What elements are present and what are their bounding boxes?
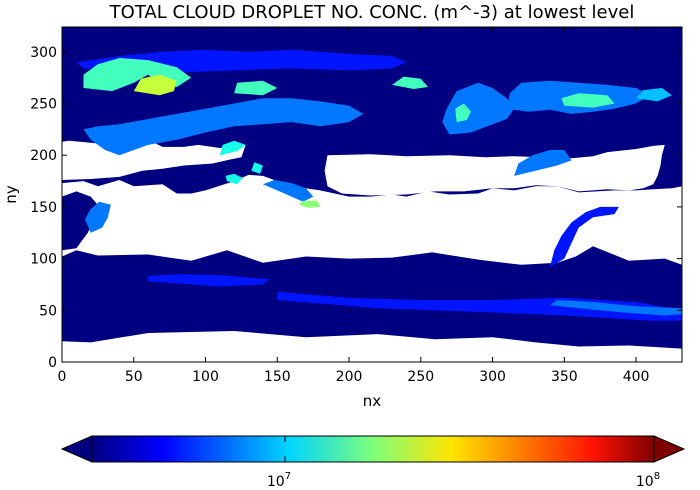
x-tick-label: 400	[623, 369, 650, 385]
no-data-region	[324, 144, 665, 196]
heat-region	[251, 162, 263, 174]
y-tick-label: 50	[39, 303, 57, 319]
heat-region	[298, 200, 321, 208]
x-tick-label: 100	[192, 369, 219, 385]
heat-region	[262, 180, 314, 202]
y-tick-label: 100	[30, 252, 57, 268]
heatmap-field	[62, 27, 682, 362]
heat-region	[148, 274, 271, 287]
heat-region	[225, 173, 243, 185]
chart-title: TOTAL CLOUD DROPLET NO. CONC. (m^-3) at …	[109, 2, 635, 23]
x-tick-label: 150	[264, 369, 291, 385]
heat-region	[234, 80, 278, 96]
colorbar-tick-label: 108	[636, 471, 660, 490]
heat-region	[219, 140, 246, 156]
x-tick-label: 250	[407, 369, 434, 385]
colorbar-gradient	[92, 436, 654, 462]
x-tick-label: 0	[58, 369, 67, 385]
heat-region	[277, 291, 682, 321]
heat-region	[83, 98, 364, 156]
plot-frame	[61, 26, 683, 363]
colorbar: 107 108	[60, 435, 686, 490]
heat-region	[514, 150, 572, 176]
heat-region	[392, 76, 428, 89]
heat-region	[85, 201, 111, 233]
heat-region	[550, 300, 682, 316]
x-tick-label: 50	[125, 369, 143, 385]
heat-region	[133, 74, 177, 96]
heat-region	[455, 103, 471, 123]
y-tick-label: 150	[30, 200, 57, 216]
x-tick-label: 350	[551, 369, 578, 385]
colorbar-frame	[91, 435, 655, 463]
y-axis-label: ny	[2, 185, 20, 204]
y-tick-label: 250	[30, 97, 57, 113]
x-axis: 0 50 100 150 200 250 300 350 400	[58, 27, 650, 385]
colorbar-tick-label: 107	[267, 471, 291, 490]
y-tick-label: 0	[48, 355, 57, 371]
y-tick-label: 200	[30, 148, 57, 164]
heat-region	[561, 93, 615, 108]
no-data-region	[62, 174, 682, 265]
heat-region	[550, 206, 619, 267]
x-tick-label: 300	[479, 369, 506, 385]
x-tick-label: 200	[336, 369, 363, 385]
heat-region	[442, 82, 515, 135]
heat-region	[636, 88, 672, 102]
no-data-region	[62, 331, 682, 362]
y-tick-label: 300	[30, 45, 57, 61]
colorbar-extend-high	[653, 435, 686, 463]
colorbar-extend-low	[60, 435, 93, 463]
x-axis-label: nx	[363, 392, 382, 410]
y-axis: 0 50 100 150 200 250 300	[30, 45, 682, 371]
